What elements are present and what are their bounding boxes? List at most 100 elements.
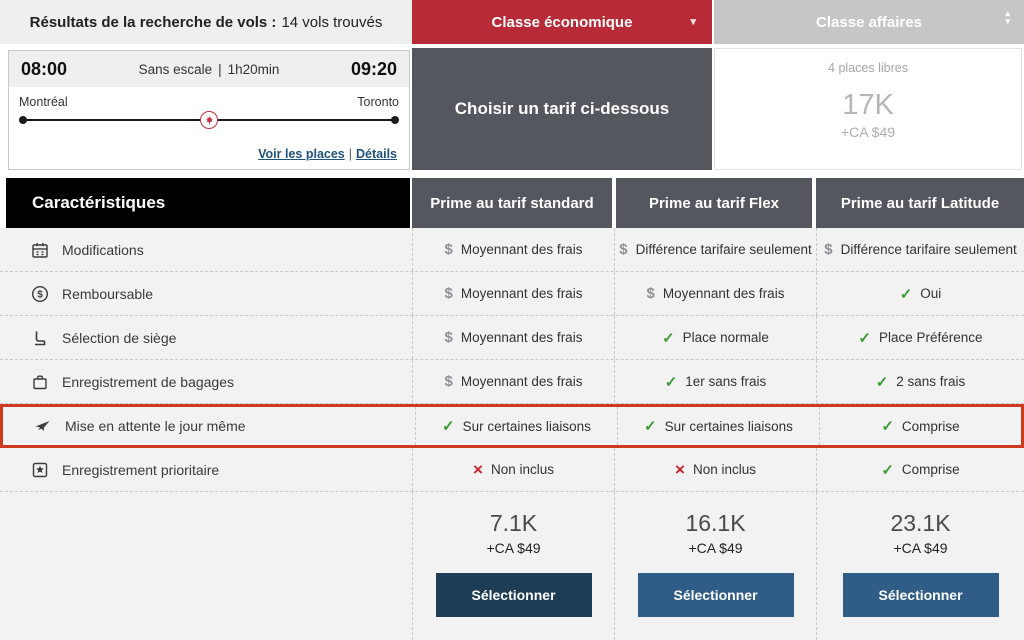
feature-label-cell: $ Remboursable bbox=[0, 272, 412, 315]
pricing-column-latitude: 23.1K +CA $49 Sélectionner bbox=[816, 492, 1024, 640]
cross-icon: × bbox=[675, 459, 685, 479]
dollar-icon: $ bbox=[444, 285, 453, 302]
table-row-priority-checkin: Enregistrement prioritaire × Non inclus … bbox=[0, 448, 1024, 492]
fare-cell-text: Moyennant des frais bbox=[662, 286, 785, 301]
baggage-icon bbox=[30, 372, 49, 391]
pricing-column-standard: 7.1K +CA $49 Sélectionner bbox=[412, 492, 614, 640]
fare-cell-text: 1er sans frais bbox=[685, 374, 767, 389]
fare-points: 7.1K bbox=[489, 510, 538, 536]
cross-icon: × bbox=[473, 459, 483, 479]
dollar-icon: $ bbox=[444, 329, 453, 346]
departure-time: 08:00 bbox=[21, 58, 68, 79]
view-seats-link[interactable]: Voir les places bbox=[258, 147, 345, 161]
route-cities: Montréal Toronto bbox=[9, 95, 409, 109]
fare-cell: $ Moyennant des frais bbox=[412, 228, 614, 271]
duration-label: 1h20min bbox=[227, 61, 280, 77]
check-icon: ✓ bbox=[664, 373, 678, 391]
fare-cell: $ Moyennant des frais bbox=[412, 360, 614, 403]
origin-city: Montréal bbox=[19, 95, 68, 109]
destination-dot bbox=[391, 116, 399, 124]
fare-column-header-latitude: Prime au tarif Latitude bbox=[816, 178, 1024, 228]
fare-cell: $ Moyennant des frais bbox=[412, 316, 614, 359]
features-column-header: Caractéristiques bbox=[6, 178, 410, 228]
feature-label-cell: Sélection de siège bbox=[0, 316, 412, 359]
fare-cell-text: Comprise bbox=[901, 462, 960, 477]
select-flex-button[interactable]: Sélectionner bbox=[637, 573, 794, 617]
tab-economy-class[interactable]: Classe économique ▾ bbox=[412, 0, 712, 44]
feature-label: Modifications bbox=[62, 241, 144, 258]
fare-cell-text: Non inclus bbox=[692, 462, 756, 477]
table-row-seat-selection: Sélection de siège $ Moyennant des frais… bbox=[0, 316, 1024, 360]
check-icon: ✓ bbox=[899, 285, 913, 303]
refund-dollar-icon: $ bbox=[30, 284, 49, 303]
business-fare-surcharge: +CA $49 bbox=[840, 124, 896, 140]
air-canada-maple-leaf-icon bbox=[200, 111, 218, 129]
pricing-empty-cell bbox=[0, 492, 412, 640]
fare-comparison-table: Modifications $ Moyennant des frais $ Di… bbox=[0, 228, 1024, 492]
results-count: 14 vols trouvés bbox=[281, 13, 383, 31]
dollar-icon: $ bbox=[824, 241, 833, 258]
fare-cell: $ Moyennant des frais bbox=[412, 272, 614, 315]
choose-fare-prompt: Choisir un tarif ci-dessous bbox=[412, 48, 712, 170]
fare-cell: ✓ Sur certaines liaisons bbox=[415, 407, 617, 445]
dollar-icon: $ bbox=[619, 241, 628, 258]
table-row-same-day-standby-highlighted: Mise en attente le jour même ✓ Sur certa… bbox=[0, 404, 1024, 448]
feature-label-cell: Mise en attente le jour même bbox=[3, 407, 415, 445]
fare-cell-text: Oui bbox=[920, 286, 942, 301]
fare-cell-text: Moyennant des frais bbox=[460, 242, 583, 257]
fare-surcharge: +CA $49 bbox=[486, 540, 541, 556]
fare-column-header-flex: Prime au tarif Flex bbox=[616, 178, 812, 228]
tab-business-class[interactable]: Classe affaires ▴ ▾ bbox=[714, 0, 1024, 44]
links-separator: | bbox=[348, 147, 352, 161]
fare-cell: $ Différence tarifaire seulement bbox=[614, 228, 816, 271]
check-icon: ✓ bbox=[442, 418, 455, 435]
sort-down-icon: ▾ bbox=[1005, 16, 1010, 26]
fare-cell: $ Différence tarifaire seulement bbox=[816, 228, 1024, 271]
fare-cell-text: Moyennant des frais bbox=[460, 286, 583, 301]
fare-cell-text: Moyennant des frais bbox=[460, 330, 583, 345]
check-icon: ✓ bbox=[662, 329, 675, 347]
fare-cell-text: Sur certaines liaisons bbox=[664, 418, 793, 434]
fare-cell: × Non inclus bbox=[412, 448, 614, 491]
select-standard-button[interactable]: Sélectionner bbox=[435, 573, 592, 617]
svg-text:$: $ bbox=[37, 289, 43, 300]
check-icon: ✓ bbox=[858, 329, 871, 347]
sort-up-icon: ▴ bbox=[1005, 8, 1010, 18]
fare-cell-text: Sur certaines liaisons bbox=[462, 418, 591, 434]
seat-icon bbox=[30, 328, 49, 347]
dollar-icon: $ bbox=[444, 241, 453, 258]
check-icon: ✓ bbox=[875, 373, 889, 391]
flight-card: 08:00 Sans escale | 1h20min 09:20 Montré… bbox=[8, 50, 410, 170]
standby-plane-icon bbox=[33, 417, 52, 436]
fare-cell: ✓ Oui bbox=[816, 272, 1024, 315]
pricing-section: 7.1K +CA $49 Sélectionner 16.1K +CA $49 … bbox=[0, 492, 1024, 640]
fare-cell: ✓ Comprise bbox=[816, 448, 1024, 491]
fare-points: 16.1K bbox=[685, 510, 746, 536]
fare-cell: × Non inclus bbox=[614, 448, 816, 491]
feature-label-cell: Enregistrement de bagages bbox=[0, 360, 412, 403]
fare-cell: $ Moyennant des frais bbox=[614, 272, 816, 315]
arrival-time: 09:20 bbox=[350, 58, 397, 79]
results-label: Résultats de la recherche de vols : bbox=[29, 13, 277, 31]
feature-label: Enregistrement de bagages bbox=[62, 373, 234, 390]
fare-cell-text: Place Préférence bbox=[879, 330, 983, 345]
fare-cell-text: Non inclus bbox=[490, 462, 554, 477]
summary-separator: | bbox=[218, 61, 222, 77]
fare-cell: ✓ Sur certaines liaisons bbox=[617, 407, 819, 445]
origin-dot bbox=[19, 116, 27, 124]
fare-cell: ✓ 1er sans frais bbox=[614, 360, 816, 403]
search-results-summary: Résultats de la recherche de vols : 14 v… bbox=[0, 0, 412, 44]
fare-surcharge: +CA $49 bbox=[893, 540, 948, 556]
fare-cell-text: Comprise bbox=[901, 418, 960, 434]
table-row-refundable: $ Remboursable $ Moyennant des frais $ M… bbox=[0, 272, 1024, 316]
fare-surcharge: +CA $49 bbox=[688, 540, 743, 556]
feature-label-cell: Enregistrement prioritaire bbox=[0, 448, 412, 491]
fare-column-header-standard: Prime au tarif standard bbox=[412, 178, 612, 228]
details-link[interactable]: Détails bbox=[356, 147, 397, 161]
fare-cell: ✓ Place normale bbox=[614, 316, 816, 359]
business-fare-card[interactable]: 4 places libres 17K +CA $49 bbox=[714, 48, 1022, 170]
fare-cell-text: Place normale bbox=[682, 330, 769, 345]
select-latitude-button[interactable]: Sélectionner bbox=[842, 573, 999, 617]
tab-economy-label: Classe économique bbox=[491, 13, 633, 31]
feature-label: Enregistrement prioritaire bbox=[62, 461, 220, 478]
